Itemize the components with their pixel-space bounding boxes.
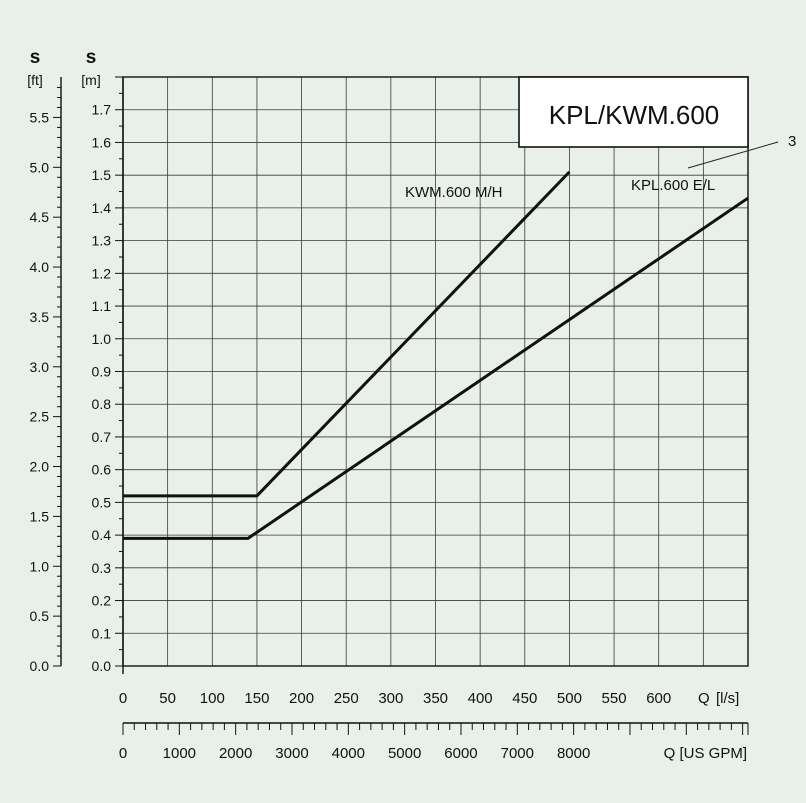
title-box-frame: [518, 76, 749, 148]
y-m-tick-label: 1.6: [92, 134, 112, 150]
y-ft-tick-label: 4.0: [30, 259, 50, 275]
x2-tick-label: 8000: [557, 745, 590, 762]
x-tick-label: 600: [646, 690, 671, 707]
series-lines: [123, 170, 749, 540]
x-tick-label: 0: [119, 690, 127, 707]
series-label-kwm: KWM.600 M/H: [405, 184, 503, 201]
x2-tick-label: 4000: [332, 745, 365, 762]
x2-tick-label: 6000: [444, 745, 477, 762]
x-tick-label: 250: [334, 690, 359, 707]
title-box: KPL/KWM.600: [518, 76, 749, 148]
x-tick-label: 350: [423, 690, 448, 707]
x-tick-label: 50: [159, 690, 176, 707]
y-m-tick-label: 1.7: [92, 102, 112, 118]
y-ft-tick-label: 4.5: [30, 209, 50, 225]
y-m-tick-label: 0.8: [92, 396, 112, 412]
x-axis-symbol: Q: [698, 690, 710, 707]
x-tick-label: 550: [602, 690, 627, 707]
x2-tick-label: 0: [119, 745, 127, 762]
y-m-tick-label: 0.1: [92, 625, 112, 641]
y-m-tick-label: 1.3: [92, 233, 112, 249]
x-axis-unit: [l/s]: [716, 690, 739, 707]
x-tick-label: 400: [468, 690, 493, 707]
y-m-unit: [m]: [81, 72, 100, 88]
y-ft-tick-label: 1.0: [30, 558, 50, 574]
y-ft-tick-label: 0.0: [30, 658, 50, 674]
y-m-tick-label: 0.3: [92, 560, 112, 576]
y-m-tick-label: 0.5: [92, 494, 112, 510]
y-ft-tick-label: 0.5: [30, 608, 50, 624]
y-m-symbol: s: [86, 47, 97, 68]
axes: 0.0 0.1 0.2 0.3 0.4 0.5 0.6 0.7 0.8 0.9 1.0 1.1 1.2 1…: [30, 76, 749, 762]
series-line-kpl: [123, 196, 749, 540]
y-m-tick-label: 0.0: [92, 658, 112, 674]
y-ft-tick-label: 3.5: [30, 309, 50, 325]
y-m-tick-label: 1.4: [92, 200, 112, 216]
y-m-tick-label: 1.2: [92, 265, 112, 281]
y-m-tick-label: 1.0: [92, 331, 112, 347]
y-ft-tick-label: 5.0: [30, 159, 50, 175]
series-label-kpl: KPL.600 E/L: [631, 177, 715, 194]
y-ft-unit: [ft]: [27, 72, 43, 88]
x-tick-label: 100: [200, 690, 225, 707]
y-m-tick-label: 0.6: [92, 462, 112, 478]
x-tick-label: 150: [244, 690, 269, 707]
x2-tick-label: 1000: [163, 745, 196, 762]
y-ft-symbol: s: [30, 47, 41, 68]
x2-tick-label: 5000: [388, 745, 421, 762]
x2-tick-label: 7000: [501, 745, 534, 762]
y-m-tick-label: 0.9: [92, 364, 112, 380]
x2-tick-label: 2000: [219, 745, 252, 762]
x2-tick-label: 3000: [275, 745, 308, 762]
chart-title: KPL/KWM.600: [549, 100, 720, 130]
x-tick-label: 500: [557, 690, 582, 707]
annotation-leader-line: [687, 141, 779, 169]
y-m-tick-label: 0.4: [92, 527, 112, 543]
y-m-tick-label: 1.1: [92, 298, 112, 314]
y-ft-tick-label: 2.0: [30, 459, 50, 475]
y-ft-tick-label: 5.5: [30, 109, 50, 125]
x-tick-label: 300: [378, 690, 403, 707]
y-ft-tick-label: 3.0: [30, 359, 50, 375]
series-line-kwm: [123, 170, 571, 498]
y-m-tick-label: 1.5: [92, 167, 112, 183]
y-m-tick-label: 0.7: [92, 429, 112, 445]
x-tick-label: 450: [512, 690, 537, 707]
grid: [122, 76, 749, 667]
x2-axis-label: Q [US GPM]: [664, 745, 747, 762]
x-tick-label: 200: [289, 690, 314, 707]
y-m-tick-label: 0.2: [92, 593, 112, 609]
y-ft-tick-label: 2.5: [30, 409, 50, 425]
annotation-label: 3: [788, 133, 796, 150]
y-ft-tick-label: 1.5: [30, 508, 50, 524]
